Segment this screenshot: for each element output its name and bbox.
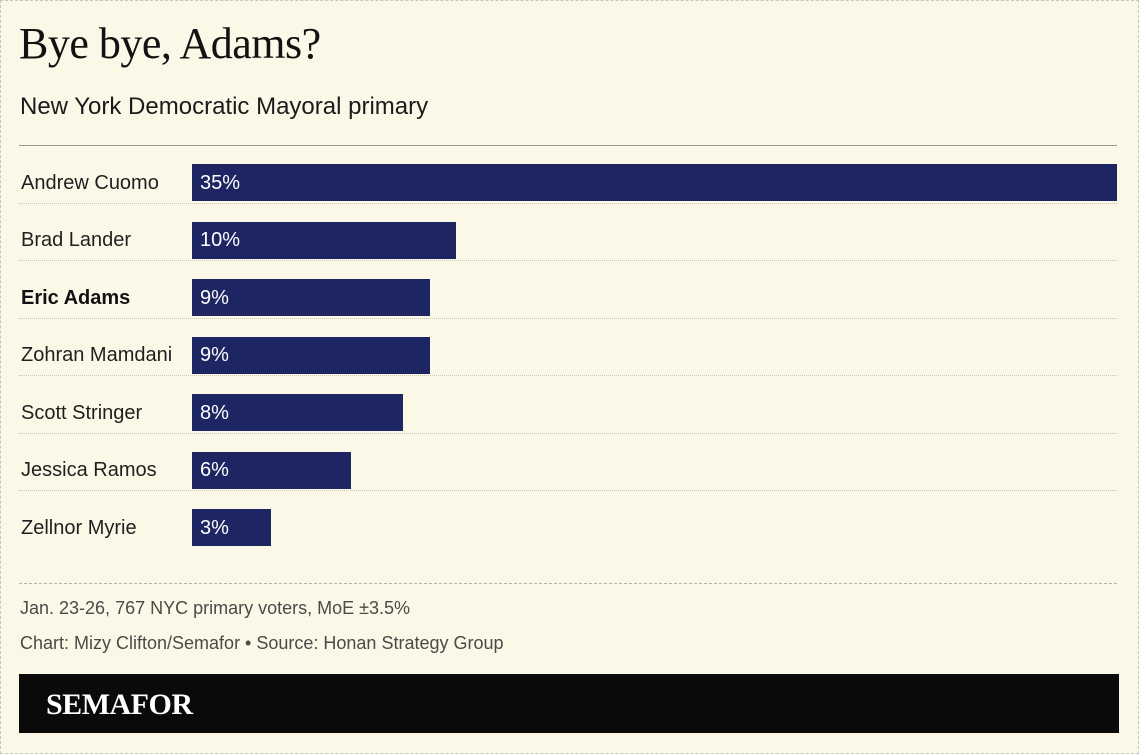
methodology-note: Jan. 23-26, 767 NYC primary voters, MoE … [20, 598, 411, 618]
category-label: Scott Stringer [21, 401, 143, 424]
bar-value-label: 6% [200, 459, 229, 481]
category-label: Jessica Ramos [21, 459, 157, 481]
chart-title: Bye bye, Adams? [19, 19, 321, 68]
category-label: Zohran Mamdani [21, 344, 173, 366]
chart-subtitle: New York Democratic Mayoral primary [20, 93, 429, 120]
row-separator [19, 432, 1117, 434]
bar [192, 336, 430, 374]
bar-value-label: 8% [200, 401, 229, 424]
category-label: Zellnor Myrie [21, 516, 137, 539]
bar-value-label: 9% [200, 344, 229, 366]
semafor-logo: SEMAFOR [46, 688, 193, 721]
bar [192, 164, 1117, 201]
bottom-divider [19, 583, 1117, 584]
category-label: Brad Lander [21, 229, 132, 251]
bar-value-label: 3% [200, 516, 229, 539]
bar [192, 279, 430, 316]
bar [192, 509, 272, 546]
bar [192, 394, 404, 431]
bar-value-label: 10% [200, 229, 241, 251]
footer-bar: SEMAFOR [19, 674, 1119, 733]
bar-value-label: 9% [200, 286, 229, 309]
row-separator [19, 375, 1117, 376]
row-separator [19, 490, 1117, 491]
bar [192, 451, 351, 489]
category-label: Eric Adams [21, 286, 131, 309]
category-label: Andrew Cuomo [21, 171, 159, 194]
top-divider [19, 145, 1117, 146]
bar-value-label: 35% [200, 171, 241, 194]
row-separator [19, 202, 1117, 204]
credit-note: Chart: Mizy Clifton/Semafor • Source: Ho… [20, 633, 504, 653]
bar-chart: Andrew Cuomo 35% Brad Lander 10% Eric Adams 9… [0, 145, 1139, 565]
row-separator [19, 260, 1117, 261]
row-separator [19, 317, 1117, 319]
bar [192, 221, 457, 259]
